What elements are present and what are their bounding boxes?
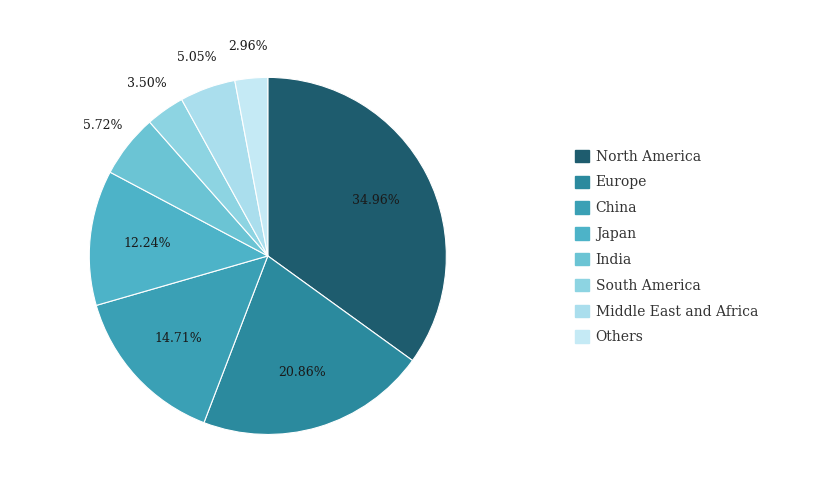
Text: 5.72%: 5.72% <box>82 119 122 132</box>
Text: 3.50%: 3.50% <box>127 77 166 90</box>
Text: 20.86%: 20.86% <box>279 366 326 379</box>
Wedge shape <box>235 78 268 256</box>
Wedge shape <box>268 78 447 361</box>
Text: 14.71%: 14.71% <box>155 331 202 344</box>
Text: 2.96%: 2.96% <box>228 40 268 53</box>
Text: 34.96%: 34.96% <box>352 194 400 207</box>
Wedge shape <box>96 256 268 423</box>
Wedge shape <box>89 172 268 305</box>
Wedge shape <box>150 99 268 256</box>
Text: 5.05%: 5.05% <box>177 51 217 64</box>
Wedge shape <box>182 81 268 256</box>
Legend: North America, Europe, China, Japan, India, South America, Middle East and Afric: North America, Europe, China, Japan, Ind… <box>569 144 764 350</box>
Wedge shape <box>204 256 413 434</box>
Text: 12.24%: 12.24% <box>124 237 171 250</box>
Wedge shape <box>110 122 268 256</box>
